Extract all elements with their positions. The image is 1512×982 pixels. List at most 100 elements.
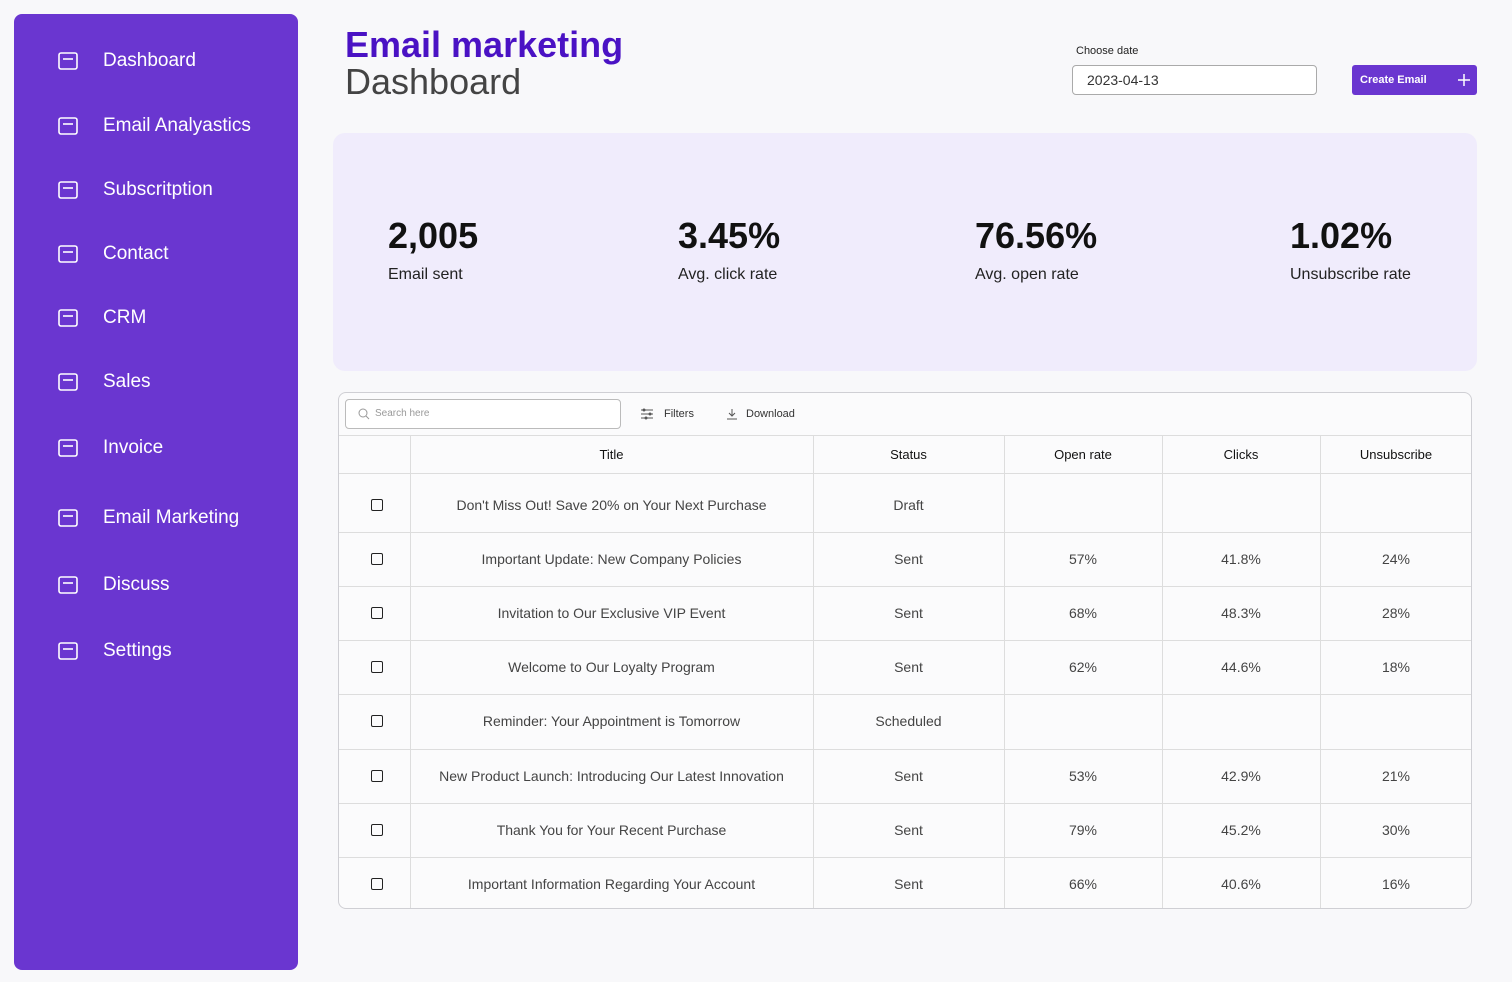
column-divider [1004,436,1005,908]
nav-label: Sales [103,371,151,392]
table-cell: 62% [1068,659,1098,676]
page-title: Email marketing [345,24,624,65]
nav-label: Dashboard [103,50,196,71]
table-cell: Sent [894,551,923,568]
download-button[interactable]: Download [746,408,795,420]
date-input[interactable] [1072,65,1317,95]
create-label: Create Email [1360,74,1427,86]
date-value: 2023-04-13 [1087,72,1159,88]
stat-label: Unsubscribe rate [1290,266,1411,283]
nav-icon [58,642,78,660]
table-cell: 28% [1381,605,1411,622]
column-divider [1320,436,1321,908]
table-cell: 40.6% [1221,875,1261,892]
nav-icon [58,245,78,263]
table-cell: Don't Miss Out! Save 20% on Your Next Pu… [456,497,767,513]
nav-icon [58,373,78,391]
nav-icon [58,509,78,527]
table-cell: Important Update: New Company Policies [481,551,742,568]
row-checkbox[interactable] [371,553,383,566]
filters-button[interactable]: Filters [664,408,694,420]
nav-label: Contact [103,243,169,264]
search-placeholder: Search here [375,408,430,419]
stat-label: Avg. open rate [975,266,1079,283]
table-cell: 79% [1068,821,1098,838]
table-cell: 45.2% [1221,821,1261,838]
table-rule [339,473,1471,474]
page-subtitle: Dashboard [345,61,522,102]
column-header: Open rate [1054,447,1112,462]
table-cell: New Product Launch: Introducing Our Late… [439,767,784,784]
stats-panel [333,133,1477,371]
table-cell: 57% [1068,551,1098,568]
search-box[interactable] [345,399,621,429]
table-cell: Reminder: Your Appointment is Tomorrow [482,713,741,730]
table-cell: 21% [1381,767,1411,784]
column-header: Unsubscribe [1359,447,1433,462]
row-checkbox[interactable] [371,769,383,782]
row-checkbox[interactable] [371,715,383,728]
sidebar [14,14,298,970]
row-checkbox[interactable] [371,607,383,620]
nav-label: Email Marketing [103,507,240,528]
nav-label: Invoice [103,437,164,458]
nav-label: Email Analyastics [103,115,251,136]
table-card [338,392,1472,909]
column-header: Status [890,447,927,462]
stat-value: 3.45% [678,215,781,256]
stat-label: Avg. click rate [678,266,778,283]
nav-icon [58,52,78,70]
column-divider [1162,436,1163,908]
row-divider [339,856,1471,858]
row-divider [339,802,1471,804]
table-cell: Sent [894,605,923,622]
row-checkbox[interactable] [371,877,383,890]
row-divider [339,640,1471,642]
table-cell: 68% [1068,605,1098,622]
stat-value: 76.56% [975,215,1098,256]
nav-icon [58,309,78,327]
create-button[interactable] [1352,65,1477,95]
table-cell: Invitation to Our Exclusive VIP Event [497,605,726,622]
table-cell: 42.9% [1221,767,1261,784]
row-checkbox[interactable] [371,499,383,511]
nav-label: Subscritption [103,179,213,200]
table-cell: 66% [1068,875,1098,892]
nav-icon [58,439,78,457]
download-icon [727,409,737,420]
row-divider [339,532,1471,534]
nav-label: Discuss [103,574,170,595]
table-cell: 18% [1381,659,1411,676]
stat-value: 1.02% [1290,215,1393,256]
table-cell: Welcome to Our Loyalty Program [508,659,715,676]
nav-label: Settings [103,640,172,661]
table-cell: 41.8% [1221,551,1261,568]
table-cell: Draft [893,497,924,513]
nav-icon [58,117,78,135]
table-cell: Sent [894,875,923,892]
nav-label: CRM [103,307,147,328]
table-cell: Sent [894,659,923,676]
row-divider [339,586,1471,588]
row-checkbox[interactable] [371,823,383,836]
nav-icon [58,181,78,199]
plus-icon [1458,74,1470,86]
filters-icon [641,408,653,420]
stat-value: 2,005 [388,215,479,256]
column-header: Clicks [1223,447,1259,462]
table-cell: Scheduled [875,713,942,730]
table-cell: 30% [1381,821,1411,838]
table-cell: 44.6% [1221,659,1261,676]
table-cell: Sent [894,767,923,784]
column-divider [813,436,814,908]
table-cell: Important Information Regarding Your Acc… [467,875,756,892]
row-checkbox[interactable] [371,661,383,674]
table-rule [339,435,1471,436]
table-cell: Sent [894,821,923,838]
row-divider [339,748,1471,750]
nav-icon [58,576,78,594]
table-cell: 16% [1381,875,1411,892]
column-header: Title [599,447,624,462]
stat-label: Email sent [388,266,463,283]
